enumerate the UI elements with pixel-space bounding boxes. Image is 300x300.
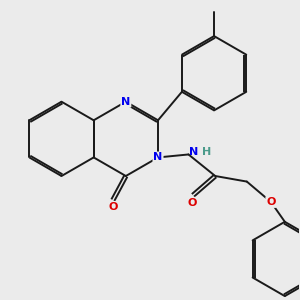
Text: N: N: [189, 147, 199, 157]
Text: O: O: [188, 198, 197, 208]
Text: N: N: [121, 97, 130, 107]
Text: H: H: [202, 147, 211, 157]
Text: O: O: [266, 197, 276, 207]
Text: N: N: [153, 152, 163, 162]
Text: O: O: [108, 202, 118, 212]
